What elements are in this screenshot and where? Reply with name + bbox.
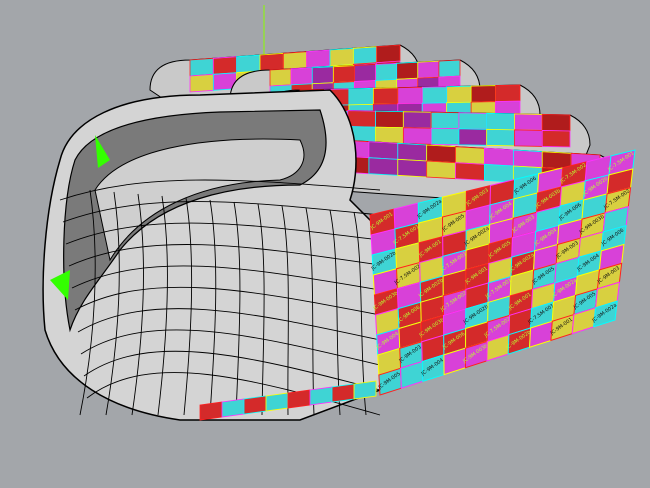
finger-panel (430, 127, 460, 146)
finger-panel (189, 73, 214, 93)
finger-panel (375, 110, 404, 129)
grid-line (77, 308, 381, 341)
finger-panel (269, 68, 292, 87)
finger-panel (402, 127, 432, 145)
grid-line (183, 197, 193, 416)
grid-line (105, 191, 120, 416)
finger-panel (332, 65, 355, 84)
base-panel (199, 401, 223, 421)
finger-panel (486, 112, 515, 131)
finger-panel (397, 86, 423, 105)
grid-line (59, 179, 381, 201)
finger-panel (189, 57, 214, 77)
finger-panel (354, 64, 376, 82)
grid-line (305, 207, 315, 416)
finger-panel (347, 110, 376, 128)
grid-line (209, 199, 217, 416)
grid-line (79, 189, 96, 416)
grid-line (257, 203, 265, 416)
finger-panel (426, 144, 456, 164)
finger-panel (396, 61, 419, 80)
green-edge-highlight (50, 135, 110, 300)
grid-line (80, 329, 381, 366)
finger-panel (455, 162, 485, 181)
grid-line (74, 286, 381, 316)
base-panel (331, 383, 355, 403)
grid-line (71, 265, 381, 291)
finger-panel (438, 59, 461, 78)
grid-line (131, 193, 144, 416)
finger-panel (352, 46, 378, 65)
finger-panel (430, 111, 460, 130)
grid-line (83, 350, 381, 391)
finger-panel (311, 66, 334, 85)
grid-line (65, 222, 381, 245)
finger-panel (290, 67, 313, 86)
grid-line (281, 205, 289, 416)
finger-panel (426, 160, 456, 180)
finger-panel (421, 86, 448, 104)
finger-panel (397, 142, 428, 162)
finger-panel (375, 126, 404, 145)
finger-panel (512, 149, 543, 169)
base-panel (221, 398, 245, 418)
base-panel (287, 389, 311, 409)
finger-panel (212, 56, 238, 75)
finger-panel (417, 60, 440, 79)
finger-panel (282, 51, 308, 70)
finger-panel (368, 141, 399, 160)
finger-panel (470, 85, 496, 103)
base-panel (243, 395, 267, 415)
finger-panel (372, 87, 399, 105)
finger-panel (368, 157, 399, 176)
finger-panel (446, 85, 472, 104)
finger-panel (541, 130, 571, 148)
finger-panel (541, 114, 571, 132)
finger-panel (458, 112, 488, 130)
finger-panel (348, 87, 374, 106)
grid-line (68, 244, 381, 267)
finger-panel (455, 146, 485, 165)
grid-line (233, 201, 241, 416)
finger-panel (259, 52, 284, 72)
finger-panel (495, 84, 521, 102)
base-panel (353, 380, 377, 400)
finger-panel (236, 54, 261, 74)
finger-panel (484, 147, 514, 167)
base-panel (309, 386, 333, 406)
finger-panel (329, 47, 354, 67)
shell-grid-lines (59, 179, 381, 416)
finger-panel (402, 111, 432, 129)
cladding-panels: JC-9M-001JC-9M-002bJC-9M-003bJC-9M-004JC… (199, 149, 636, 421)
finger-panel (486, 128, 515, 147)
finger-panel (514, 129, 543, 147)
inner-rib (94, 138, 305, 262)
finger-panel (458, 128, 488, 146)
finger-panel (514, 113, 543, 131)
finger-panel (376, 44, 401, 64)
finger-panel (375, 62, 398, 81)
cladding-panel (593, 300, 618, 328)
finger-panel (306, 49, 331, 69)
finger-panel (397, 158, 428, 178)
finger-panel (484, 163, 514, 183)
grid-line (157, 195, 168, 416)
base-panel (265, 392, 289, 412)
